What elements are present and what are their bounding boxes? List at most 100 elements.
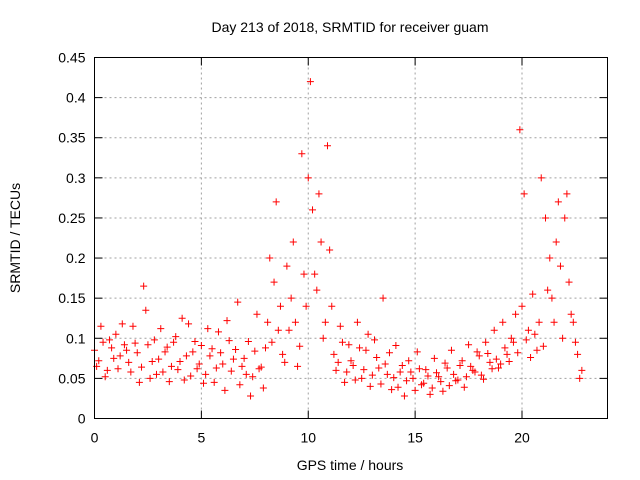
y-tick-label: 0.15 xyxy=(58,290,85,306)
data-point xyxy=(356,344,364,352)
data-point xyxy=(266,254,274,262)
data-point xyxy=(262,344,269,352)
data-point xyxy=(210,378,218,386)
data-point xyxy=(353,318,361,326)
data-point xyxy=(229,355,237,363)
data-point xyxy=(539,342,547,350)
data-point xyxy=(311,270,319,278)
data-point xyxy=(546,254,554,262)
data-point xyxy=(366,382,374,390)
data-point xyxy=(103,366,111,374)
data-point xyxy=(501,344,509,352)
data-point xyxy=(150,336,158,344)
data-point xyxy=(548,294,556,302)
data-point xyxy=(206,352,214,360)
data-point xyxy=(383,370,391,378)
data-point xyxy=(238,362,246,370)
data-point xyxy=(110,354,118,362)
data-point xyxy=(217,349,225,357)
data-point xyxy=(242,370,250,378)
data-point xyxy=(259,384,267,392)
data-point xyxy=(473,348,481,356)
data-point xyxy=(232,346,240,354)
data-point xyxy=(234,298,242,306)
data-point xyxy=(148,358,156,366)
data-point xyxy=(208,345,216,353)
data-point xyxy=(405,357,413,365)
data-point xyxy=(133,349,141,357)
data-point xyxy=(287,294,295,302)
plot-frame xyxy=(94,57,608,419)
data-point xyxy=(159,368,167,376)
x-tick-label: 5 xyxy=(197,430,205,446)
y-tick-label: 0.45 xyxy=(58,50,85,66)
data-point xyxy=(296,342,304,350)
data-point xyxy=(138,363,146,371)
data-point xyxy=(268,338,276,346)
data-point xyxy=(317,238,325,246)
data-point xyxy=(415,365,423,373)
data-point xyxy=(185,320,193,328)
data-point xyxy=(321,318,329,326)
data-point xyxy=(527,354,535,362)
data-point xyxy=(142,306,150,314)
data-point xyxy=(200,379,208,387)
data-point xyxy=(505,358,513,366)
data-point xyxy=(441,359,449,367)
data-point xyxy=(445,382,453,390)
data-point xyxy=(381,360,389,368)
data-point xyxy=(285,326,293,334)
x-tick-label: 20 xyxy=(514,430,530,446)
data-point xyxy=(362,346,370,354)
data-point xyxy=(486,358,494,366)
data-point xyxy=(544,286,552,294)
data-point xyxy=(197,341,205,349)
data-point xyxy=(118,320,126,328)
data-point xyxy=(437,378,445,386)
x-axis-label: GPS time / hours xyxy=(297,457,404,473)
data-point xyxy=(212,364,220,372)
data-point xyxy=(499,318,507,326)
data-point xyxy=(125,358,133,366)
data-point xyxy=(165,378,173,386)
data-point xyxy=(144,341,152,349)
data-point xyxy=(221,386,229,394)
data-point xyxy=(345,341,353,349)
data-point xyxy=(554,198,562,206)
data-point xyxy=(477,371,485,379)
data-point xyxy=(578,366,586,374)
data-point xyxy=(251,347,259,355)
data-point xyxy=(407,368,415,376)
data-point xyxy=(368,371,376,379)
data-point xyxy=(161,348,169,356)
data-point xyxy=(300,270,308,278)
data-point xyxy=(146,374,154,382)
data-point xyxy=(574,350,582,358)
y-tick-label: 0.4 xyxy=(66,90,86,106)
data-point xyxy=(490,326,498,334)
data-point xyxy=(516,126,524,134)
data-points xyxy=(91,78,586,400)
data-point xyxy=(236,381,244,389)
data-point xyxy=(349,362,357,370)
data-point xyxy=(289,238,297,246)
data-point xyxy=(189,348,197,356)
data-point xyxy=(95,357,103,365)
data-point xyxy=(529,290,537,298)
data-point xyxy=(336,322,344,330)
data-point xyxy=(424,372,432,380)
data-point xyxy=(375,364,383,372)
data-point xyxy=(542,214,550,222)
data-point xyxy=(388,386,396,394)
data-point xyxy=(450,370,458,378)
data-point xyxy=(411,386,419,394)
data-point xyxy=(283,262,291,270)
data-point xyxy=(390,374,398,382)
data-point xyxy=(569,318,577,326)
data-point xyxy=(488,365,496,373)
data-point xyxy=(563,190,571,198)
data-point xyxy=(561,214,569,222)
data-point xyxy=(108,344,116,352)
data-point xyxy=(167,362,175,370)
